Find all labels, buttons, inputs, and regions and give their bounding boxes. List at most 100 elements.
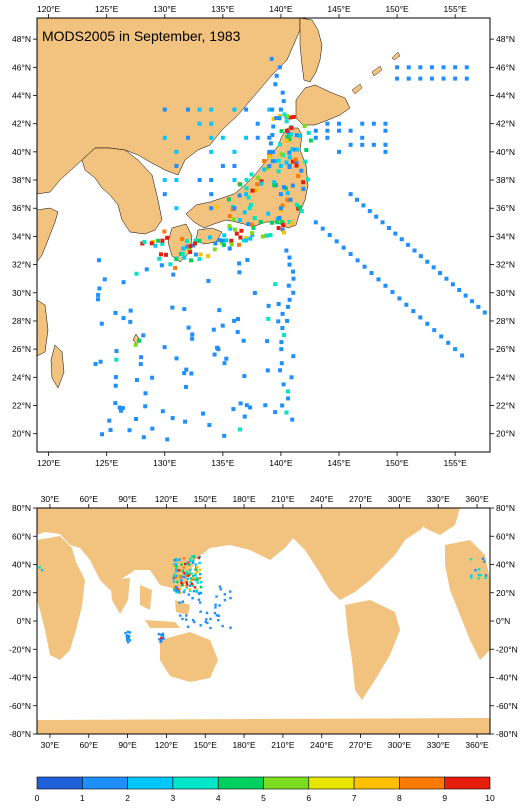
regional-lat-label-left: 26°N (12, 344, 31, 354)
regional-map: 120°E 120°E 125°E 125°E 130°E 130°E 135°E 135°E… (12, 4, 515, 468)
global-lat-label-right: -20°N (496, 644, 518, 654)
observation-cell (137, 338, 142, 343)
observation-cell (244, 403, 249, 408)
global-map: 30°E 30°E 60°E 60°E 90°E 90°E 120°E 120°E 150°E 1… (9, 494, 518, 750)
observation-cell (217, 238, 222, 243)
observation-cell (139, 355, 144, 360)
observation-cell (172, 577, 175, 580)
observation-cell (181, 617, 184, 621)
observation-cell (276, 302, 281, 307)
observation-cell (250, 188, 255, 193)
observation-cell (273, 159, 278, 164)
observation-cell (276, 169, 281, 174)
observation-cell (143, 404, 148, 409)
observation-cell (192, 241, 197, 246)
observation-cell (191, 561, 195, 564)
regional-lon-label-bottom: 135°E (211, 458, 235, 468)
observation-cell (241, 338, 246, 343)
observation-cell (232, 149, 237, 154)
observation-cell (412, 248, 417, 253)
observation-cell (469, 299, 474, 304)
observation-cell (196, 570, 199, 573)
observation-cell (325, 121, 330, 126)
observation-cell (199, 585, 203, 589)
observation-cell (198, 561, 201, 565)
observation-cell (177, 590, 181, 593)
observation-cell (290, 417, 295, 422)
observation-cell (128, 631, 132, 634)
observation-cell (236, 242, 241, 247)
observation-cell (249, 231, 254, 236)
observation-cell (206, 254, 211, 259)
observation-cell (195, 588, 198, 591)
observation-cell (212, 247, 217, 252)
colorbar-swatch (172, 776, 219, 790)
global-lon-label-bottom: 210°E (271, 740, 295, 750)
global-lon-label-top: 270°E (349, 494, 373, 504)
observation-cell (134, 417, 139, 422)
observation-cell (232, 178, 237, 183)
observation-cell (244, 107, 249, 112)
observation-cell (191, 597, 194, 600)
observation-cell (268, 232, 273, 237)
observation-cell (213, 611, 217, 615)
observation-cell (271, 116, 276, 121)
observation-cell (231, 407, 236, 412)
observation-cell (205, 611, 209, 615)
observation-cell (197, 257, 202, 262)
observation-cell (175, 564, 178, 568)
observation-cell (102, 277, 107, 282)
observation-cell (281, 223, 286, 228)
observation-cell (280, 203, 285, 208)
observation-cell (325, 135, 330, 140)
global-observations (38, 555, 488, 644)
global-lon-label-bottom: 90°E (118, 740, 137, 750)
regional-lon-label-top: 125°E (95, 4, 119, 14)
observation-cell (294, 163, 299, 168)
observation-cell (188, 584, 192, 587)
global-lon-label-bottom: 30°E (41, 740, 60, 750)
observation-cell (190, 332, 195, 337)
colorbar-label: 7 (352, 793, 357, 803)
observation-cell (243, 238, 248, 243)
observation-cell (284, 248, 289, 253)
observation-cell (193, 252, 198, 257)
observation-cell (390, 290, 395, 295)
observation-cell (287, 262, 292, 267)
observation-cell (113, 310, 118, 315)
observation-cell (180, 251, 185, 256)
regional-observations (93, 56, 487, 442)
observation-cell (160, 241, 165, 246)
observation-cell (383, 142, 388, 147)
observation-cell (476, 304, 481, 309)
observation-cell (218, 604, 221, 607)
observation-cell (285, 191, 290, 196)
observation-cell (229, 596, 232, 600)
observation-cell (439, 334, 444, 339)
observation-cell (199, 624, 202, 627)
observation-cell (183, 419, 188, 424)
global-lon-label-bottom: 150°E (194, 740, 218, 750)
global-lon-label-bottom: 240°E (310, 740, 334, 750)
observation-cell (477, 577, 480, 580)
observation-cell (418, 76, 423, 81)
observation-cell (174, 356, 179, 361)
observation-cell (186, 577, 189, 581)
global-lat-label-right: -40°N (496, 673, 518, 683)
observation-cell (274, 116, 279, 121)
observation-cell (184, 367, 189, 372)
observation-cell (178, 569, 181, 572)
regional-lat-label-right: 20°N (496, 429, 515, 439)
observation-cell (165, 235, 170, 240)
observation-cell (213, 241, 218, 246)
observation-cell (284, 128, 289, 133)
observation-cell (170, 416, 175, 421)
observation-cell (301, 186, 306, 191)
observation-cell (244, 235, 249, 240)
regional-map-frame (36, 17, 491, 453)
observation-cell (460, 353, 465, 358)
observation-cell (453, 347, 458, 352)
observation-cell (187, 574, 190, 577)
observation-cell (217, 614, 220, 618)
